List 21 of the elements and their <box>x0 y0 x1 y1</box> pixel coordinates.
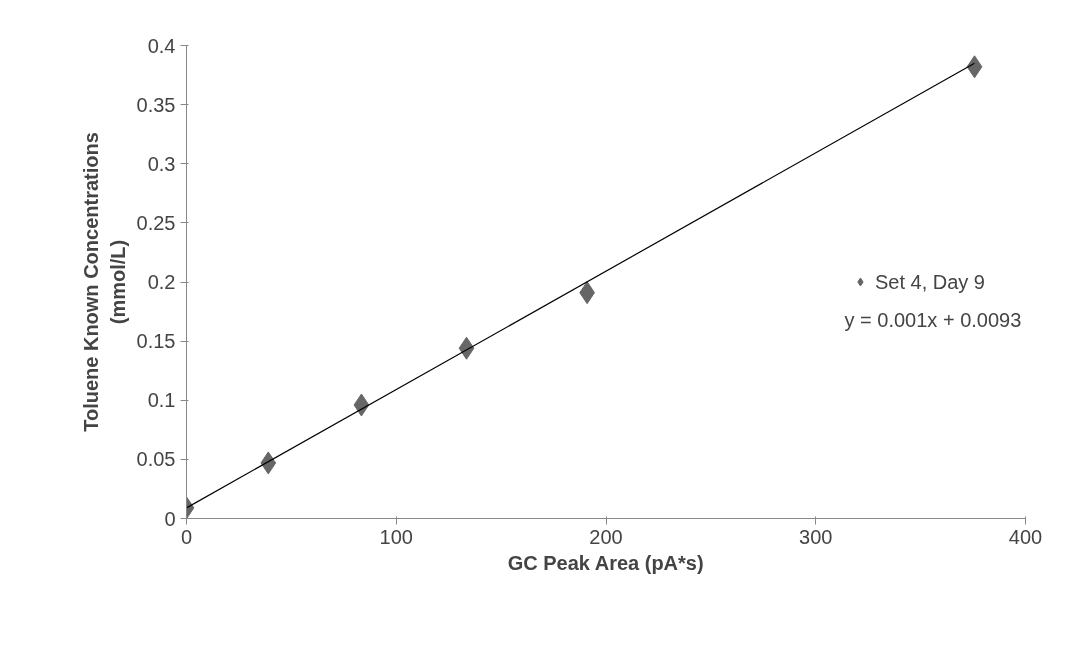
point <box>966 55 983 79</box>
x-tick-label: 300 <box>799 525 833 548</box>
point <box>260 451 277 475</box>
x-tick-label: 100 <box>379 525 413 548</box>
y-tick-label: 0.35 <box>136 93 176 116</box>
y-tick-label: 0 <box>164 507 176 530</box>
x-axis-title: GC Peak Area (pA*s) <box>507 551 704 574</box>
y-tick-label: 0.1 <box>147 389 176 412</box>
annotation: y = 0.001x + 0.0093 <box>844 308 1022 331</box>
y-tick-label: 0.4 <box>147 34 176 57</box>
point <box>458 336 475 360</box>
y-axis-title: Toluene Known Concentrations (mmol/L) <box>80 132 129 432</box>
y-tick-label: 0.3 <box>147 152 176 175</box>
x-tick-label: 400 <box>1008 525 1043 548</box>
y-tick-label: 0.2 <box>147 271 176 293</box>
y-tick-label: 0.25 <box>136 211 176 234</box>
x-tick-label: 0 <box>180 525 193 548</box>
x-tick-label: 200 <box>589 525 623 548</box>
y-tick-label: 0.15 <box>136 330 176 353</box>
y-tick-label: 0.05 <box>136 448 176 471</box>
legend-label: Set 4, Day 9 <box>874 270 985 293</box>
